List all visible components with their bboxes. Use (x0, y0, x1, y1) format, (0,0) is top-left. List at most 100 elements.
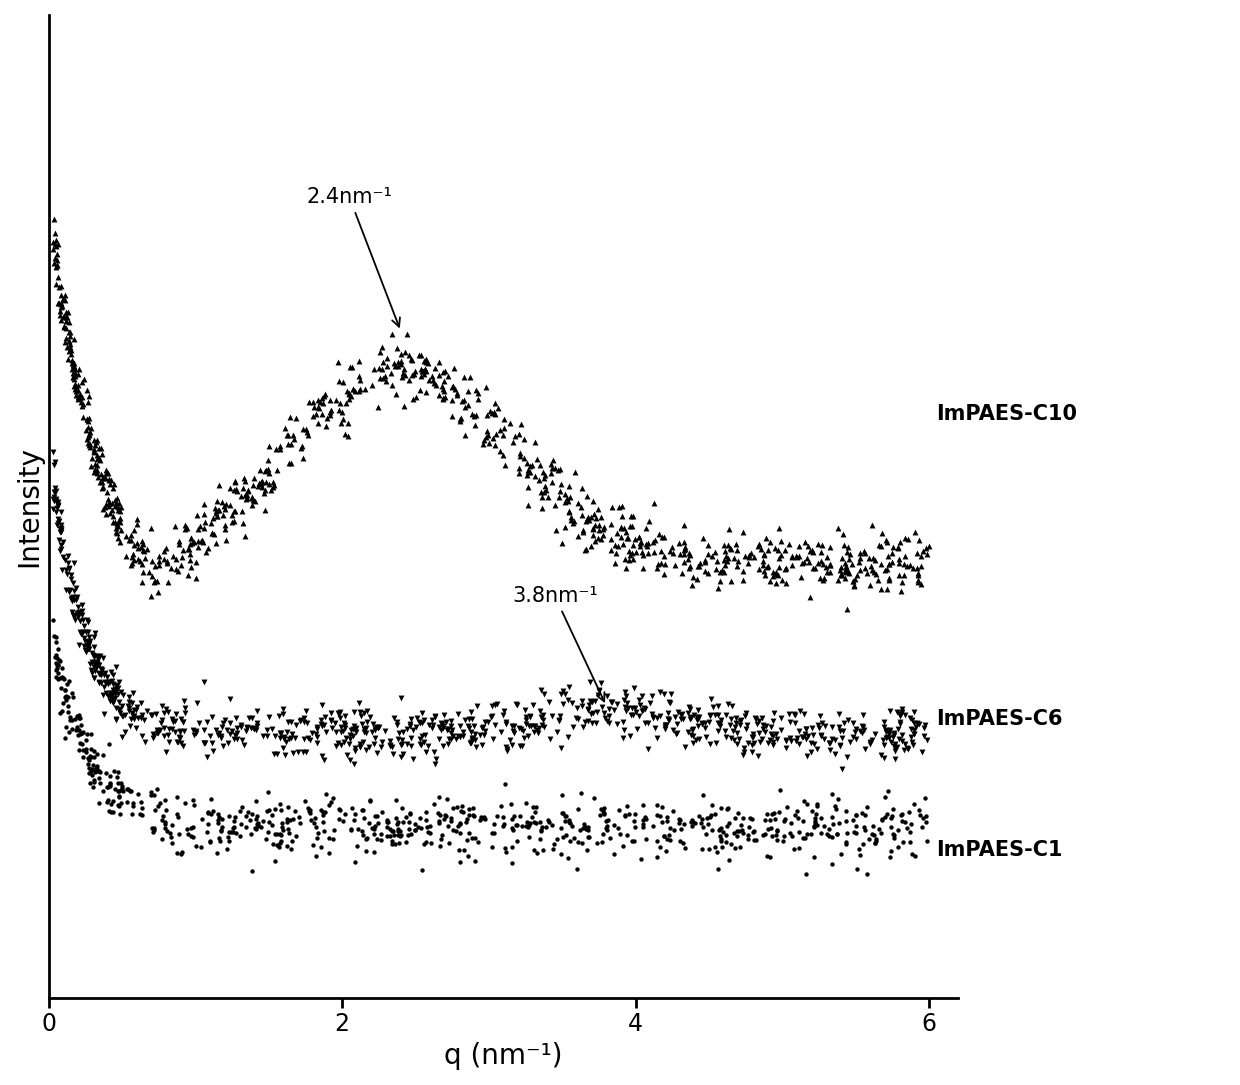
Point (312, 806, 332, 824)
Point (162, 816, 182, 833)
Point (104, 513, 124, 531)
Point (613, 497, 632, 514)
Point (790, 723, 810, 740)
Point (269, 838, 289, 855)
Point (650, 838, 670, 855)
Point (661, 694, 681, 712)
Point (335, 707, 355, 725)
Point (210, 832, 229, 850)
Point (64, 609, 84, 626)
Point (867, 831, 887, 848)
Point (64, 365, 84, 382)
Point (192, 810, 212, 828)
Point (649, 526, 668, 544)
Point (531, 483, 551, 500)
Point (107, 489, 126, 507)
Point (844, 824, 864, 841)
Point (563, 514, 583, 532)
Point (433, 363, 453, 381)
Point (104, 475, 124, 493)
Point (604, 816, 624, 833)
Point (875, 532, 895, 549)
Point (786, 732, 806, 750)
Point (675, 839, 694, 856)
Point (601, 515, 621, 533)
Point (869, 537, 889, 554)
Point (697, 825, 717, 842)
Point (874, 718, 894, 736)
Point (580, 674, 600, 691)
Point (528, 724, 548, 741)
Point (60, 343, 79, 360)
Point (439, 730, 459, 748)
Point (149, 547, 169, 564)
Point (184, 722, 203, 739)
Point (52, 561, 72, 578)
Point (831, 559, 851, 576)
Point (124, 707, 144, 725)
Point (771, 533, 791, 550)
Point (72, 597, 92, 614)
Point (734, 743, 754, 761)
Point (93, 478, 113, 496)
Point (552, 819, 572, 837)
Point (874, 737, 894, 754)
Point (312, 697, 332, 714)
Point (366, 729, 386, 746)
Point (47, 494, 67, 511)
Point (47, 499, 67, 516)
Point (198, 815, 218, 832)
Point (846, 807, 866, 825)
Point (636, 535, 656, 552)
Point (263, 835, 283, 853)
Point (175, 704, 195, 722)
Point (678, 551, 698, 569)
Point (211, 728, 231, 745)
Point (675, 541, 694, 559)
Point (575, 714, 595, 731)
Point (316, 786, 336, 803)
Point (100, 674, 120, 691)
Point (405, 821, 425, 839)
Point (187, 694, 207, 712)
Point (405, 388, 425, 406)
Point (105, 494, 125, 511)
Point (237, 489, 257, 507)
Point (64, 331, 84, 348)
Point (296, 420, 316, 437)
Point (836, 560, 856, 577)
Point (551, 475, 570, 493)
Point (216, 532, 236, 549)
Point (433, 380, 453, 397)
Point (647, 556, 667, 573)
Point (459, 382, 479, 399)
Point (109, 494, 129, 511)
Point (410, 809, 430, 827)
Point (86, 663, 105, 680)
Point (718, 695, 738, 713)
Point (525, 841, 544, 858)
Point (243, 719, 263, 737)
Point (577, 540, 596, 558)
Point (441, 725, 461, 742)
Point (594, 800, 614, 817)
Point (141, 819, 161, 837)
Point (103, 501, 123, 519)
Point (714, 537, 734, 554)
Point (112, 707, 131, 725)
Point (393, 724, 413, 741)
Point (108, 763, 128, 780)
Point (422, 834, 441, 852)
Point (616, 688, 636, 705)
Point (98, 668, 118, 686)
Point (72, 607, 92, 624)
Point (433, 717, 453, 735)
Point (626, 544, 646, 561)
Point (780, 729, 800, 746)
Point (464, 800, 484, 817)
Point (552, 685, 572, 702)
Point (98, 674, 118, 691)
Point (107, 515, 126, 533)
Point (69, 636, 89, 653)
Point (78, 435, 98, 452)
